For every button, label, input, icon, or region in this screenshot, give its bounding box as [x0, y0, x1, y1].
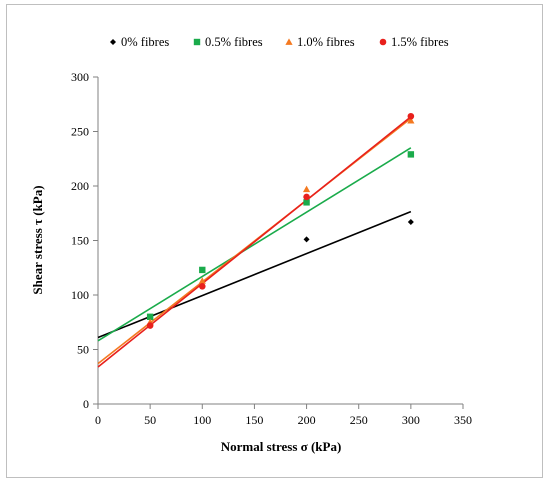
x-tick-label: 0 — [95, 413, 101, 427]
trend-line-series-0 — [97, 210, 412, 339]
data-points — [146, 112, 415, 329]
data-point-series-2 — [302, 185, 311, 193]
x-tick-label: 150 — [245, 413, 263, 427]
trend-lines — [97, 116, 412, 368]
legend-marker — [193, 38, 201, 46]
legend-label: 0% fibres — [121, 35, 169, 49]
x-tick-label: 200 — [298, 413, 316, 427]
legend-label: 1.0% fibres — [297, 35, 355, 49]
data-point-series-2 — [198, 277, 206, 284]
x-tick-label: 100 — [193, 413, 211, 427]
x-axis-title: Normal stress σ (kPa) — [221, 439, 342, 454]
trend-line-series-3 — [97, 116, 412, 368]
y-tick-label: 200 — [71, 179, 89, 193]
x-tick-label: 250 — [350, 413, 368, 427]
data-point-series-2 — [407, 117, 415, 124]
trend-line-series-1 — [97, 147, 412, 342]
axes: 0 50 100 150 200 250 300 350 0 50 100 150 200 250 300 — [71, 70, 472, 427]
y-tick-label: 150 — [71, 234, 89, 248]
data-point-series-1 — [199, 266, 206, 274]
y-tick-label: 0 — [83, 397, 89, 411]
legend: 0% fibres 0.5% fibres 1.0% fibres 1.5% fibr… — [110, 35, 449, 49]
data-point-series-3 — [146, 322, 154, 329]
x-tick-label: 50 — [144, 413, 156, 427]
x-tick-label: 350 — [454, 413, 472, 427]
data-point-series-0 — [407, 218, 414, 225]
data-point-series-3 — [198, 282, 206, 290]
data-point-series-0 — [303, 236, 310, 243]
data-point-series-1 — [407, 151, 415, 158]
legend-marker — [379, 38, 387, 46]
data-point-series-3 — [407, 112, 415, 120]
legend-marker — [110, 39, 116, 45]
y-tick-label: 100 — [71, 288, 89, 302]
legend-label: 0.5% fibres — [205, 35, 263, 49]
y-axis-title: Shear stress τ (kPa) — [30, 185, 45, 294]
data-point-series-3 — [303, 193, 310, 201]
y-tick-label: 300 — [71, 70, 89, 84]
x-tick-label: 300 — [402, 413, 420, 427]
legend-marker — [285, 38, 293, 45]
legend-label: 1.5% fibres — [391, 35, 449, 49]
data-point-series-1 — [146, 313, 154, 320]
y-tick-label: 50 — [77, 343, 89, 357]
data-point-series-1 — [303, 199, 310, 206]
y-tick-label: 250 — [71, 125, 89, 139]
